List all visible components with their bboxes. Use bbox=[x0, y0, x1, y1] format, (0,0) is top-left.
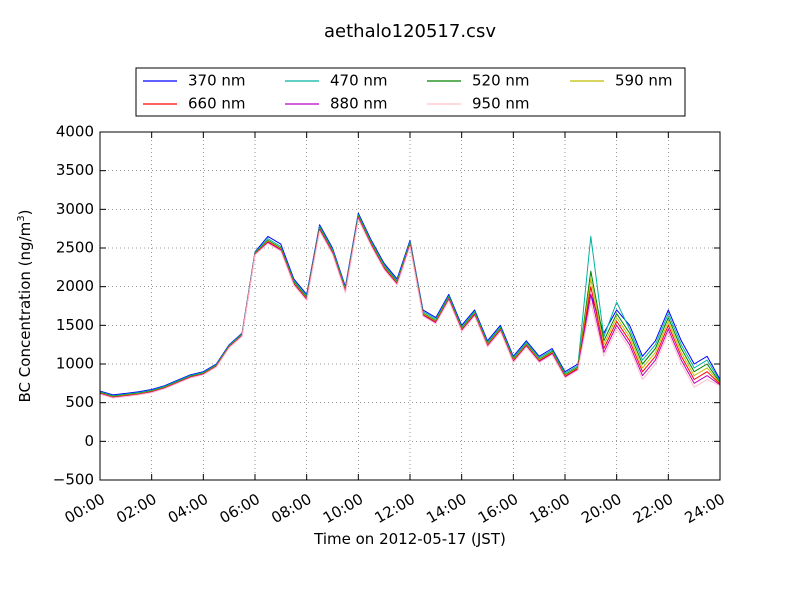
x-axis-label: Time on 2012-05-17 (JST) bbox=[313, 530, 506, 548]
x-tick-label: 18:00 bbox=[527, 490, 573, 527]
y-tick-label: 4000 bbox=[56, 123, 94, 141]
x-tick-label: 12:00 bbox=[372, 490, 418, 527]
x-tick-label: 00:00 bbox=[62, 490, 108, 527]
x-tick-label: 04:00 bbox=[165, 490, 211, 527]
x-axis-ticks: 00:00 02:00 04:00 06:00 08:00 10:00 12:00 14:00… bbox=[62, 132, 728, 527]
y-tick-label: −500 bbox=[53, 471, 94, 489]
legend-entry-label: 950 nm bbox=[472, 95, 530, 113]
y-tick-label: 500 bbox=[65, 393, 94, 411]
x-tick-label: 06:00 bbox=[217, 490, 263, 527]
series-layer bbox=[99, 212, 721, 399]
x-tick-label: 02:00 bbox=[113, 490, 159, 527]
y-tick-label: 3500 bbox=[56, 161, 94, 179]
x-tick-label: 08:00 bbox=[268, 490, 314, 527]
y-tick-label: 1500 bbox=[56, 316, 94, 334]
x-tick-label: 22:00 bbox=[630, 490, 676, 527]
legend-entry-label: 880 nm bbox=[330, 95, 388, 113]
x-tick-label: 14:00 bbox=[423, 490, 469, 527]
legend: 370 nm 470 nm 520 nm 590 nm 660 nm 880 nm 950 … bbox=[135, 67, 686, 117]
series-line-660-nm bbox=[99, 217, 721, 398]
y-axis-label-main: BC Concentration (ng/m bbox=[16, 222, 34, 403]
x-tick-label: 24:00 bbox=[682, 490, 728, 527]
legend-box bbox=[135, 67, 686, 117]
y-tick-label: 2500 bbox=[56, 239, 94, 257]
x-tick-label: 20:00 bbox=[578, 490, 624, 527]
y-tick-label: 0 bbox=[84, 432, 94, 450]
legend-entry-label: 520 nm bbox=[472, 72, 530, 90]
y-tick-label: 2000 bbox=[56, 277, 94, 295]
y-axis-label-sup: 3 bbox=[16, 215, 27, 221]
x-tick-label: 10:00 bbox=[320, 490, 366, 527]
legend-entry-label: 470 nm bbox=[330, 72, 388, 90]
chart-title: aethalo120517.csv bbox=[324, 21, 496, 42]
series-line-520-nm bbox=[99, 215, 721, 397]
legend-entry-label: 660 nm bbox=[188, 95, 246, 113]
series-line-370-nm bbox=[99, 212, 721, 396]
y-axis-label-end: ) bbox=[16, 210, 34, 216]
series-line-950-nm bbox=[99, 218, 721, 399]
y-axis-label: BC Concentration (ng/m3) bbox=[16, 210, 34, 403]
y-axis-ticks: −500 0 500 1000 1500 2000 2500 3000 3500 4000 bbox=[53, 123, 720, 489]
legend-entry-label: 370 nm bbox=[188, 72, 246, 90]
y-tick-label: 1000 bbox=[56, 355, 94, 373]
series-line-590-nm bbox=[99, 216, 721, 398]
series-line-470-nm bbox=[99, 214, 721, 397]
legend-entry-label: 590 nm bbox=[615, 72, 673, 90]
x-tick-label: 16:00 bbox=[475, 490, 521, 527]
y-tick-label: 3000 bbox=[56, 200, 94, 218]
grid-layer bbox=[99, 131, 721, 481]
